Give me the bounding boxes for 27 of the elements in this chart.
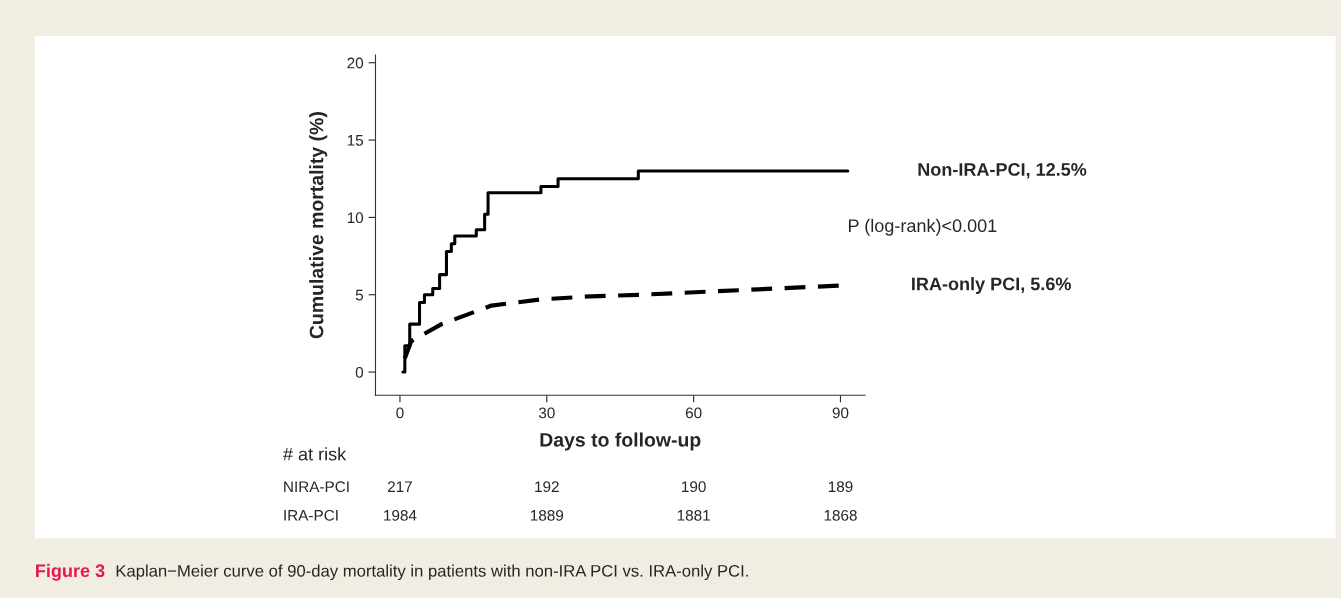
text: 192 [535, 481, 559, 493]
y-tick-label: 5 [355, 289, 364, 301]
y-tick-label: 10 [347, 212, 364, 224]
text: Kaplan−Meier curve of 90-day mortality in patients with non-IRA PCI vs. IRA-only PCI. [116, 564, 748, 581]
text: 1868 [824, 509, 857, 521]
text: Non-IRA-PCI, 12.5% [918, 163, 1087, 179]
caption: Figure 3 [36, 563, 105, 581]
text: NIRA-PCI [284, 481, 349, 493]
y-tick-label: 15 [347, 135, 364, 146]
text: 190 [682, 481, 706, 493]
x-tick-label: 0 [396, 407, 404, 419]
y-tick-label: 20 [347, 57, 364, 69]
text: 189 [828, 481, 853, 493]
text: IRA-PCI [284, 509, 338, 521]
y-tick-label: 0 [355, 366, 364, 378]
y-axis-title: Cumulative mortality (%) [309, 112, 328, 339]
text: # at risk [283, 447, 347, 461]
text: 1881 [677, 509, 710, 521]
text: 217 [387, 481, 412, 492]
x-tick-label: 60 [685, 407, 702, 419]
x-tick-label: 30 [538, 407, 555, 419]
annotation: P (log-rank)<0.001 [848, 218, 997, 236]
text: 1984 [384, 509, 417, 521]
x-tick-label: 90 [832, 407, 849, 419]
text: IRA-only PCI, 5.6% [912, 277, 1071, 294]
text: 1889 [530, 509, 564, 521]
x-axis-title: Days to follow-up [540, 432, 701, 451]
